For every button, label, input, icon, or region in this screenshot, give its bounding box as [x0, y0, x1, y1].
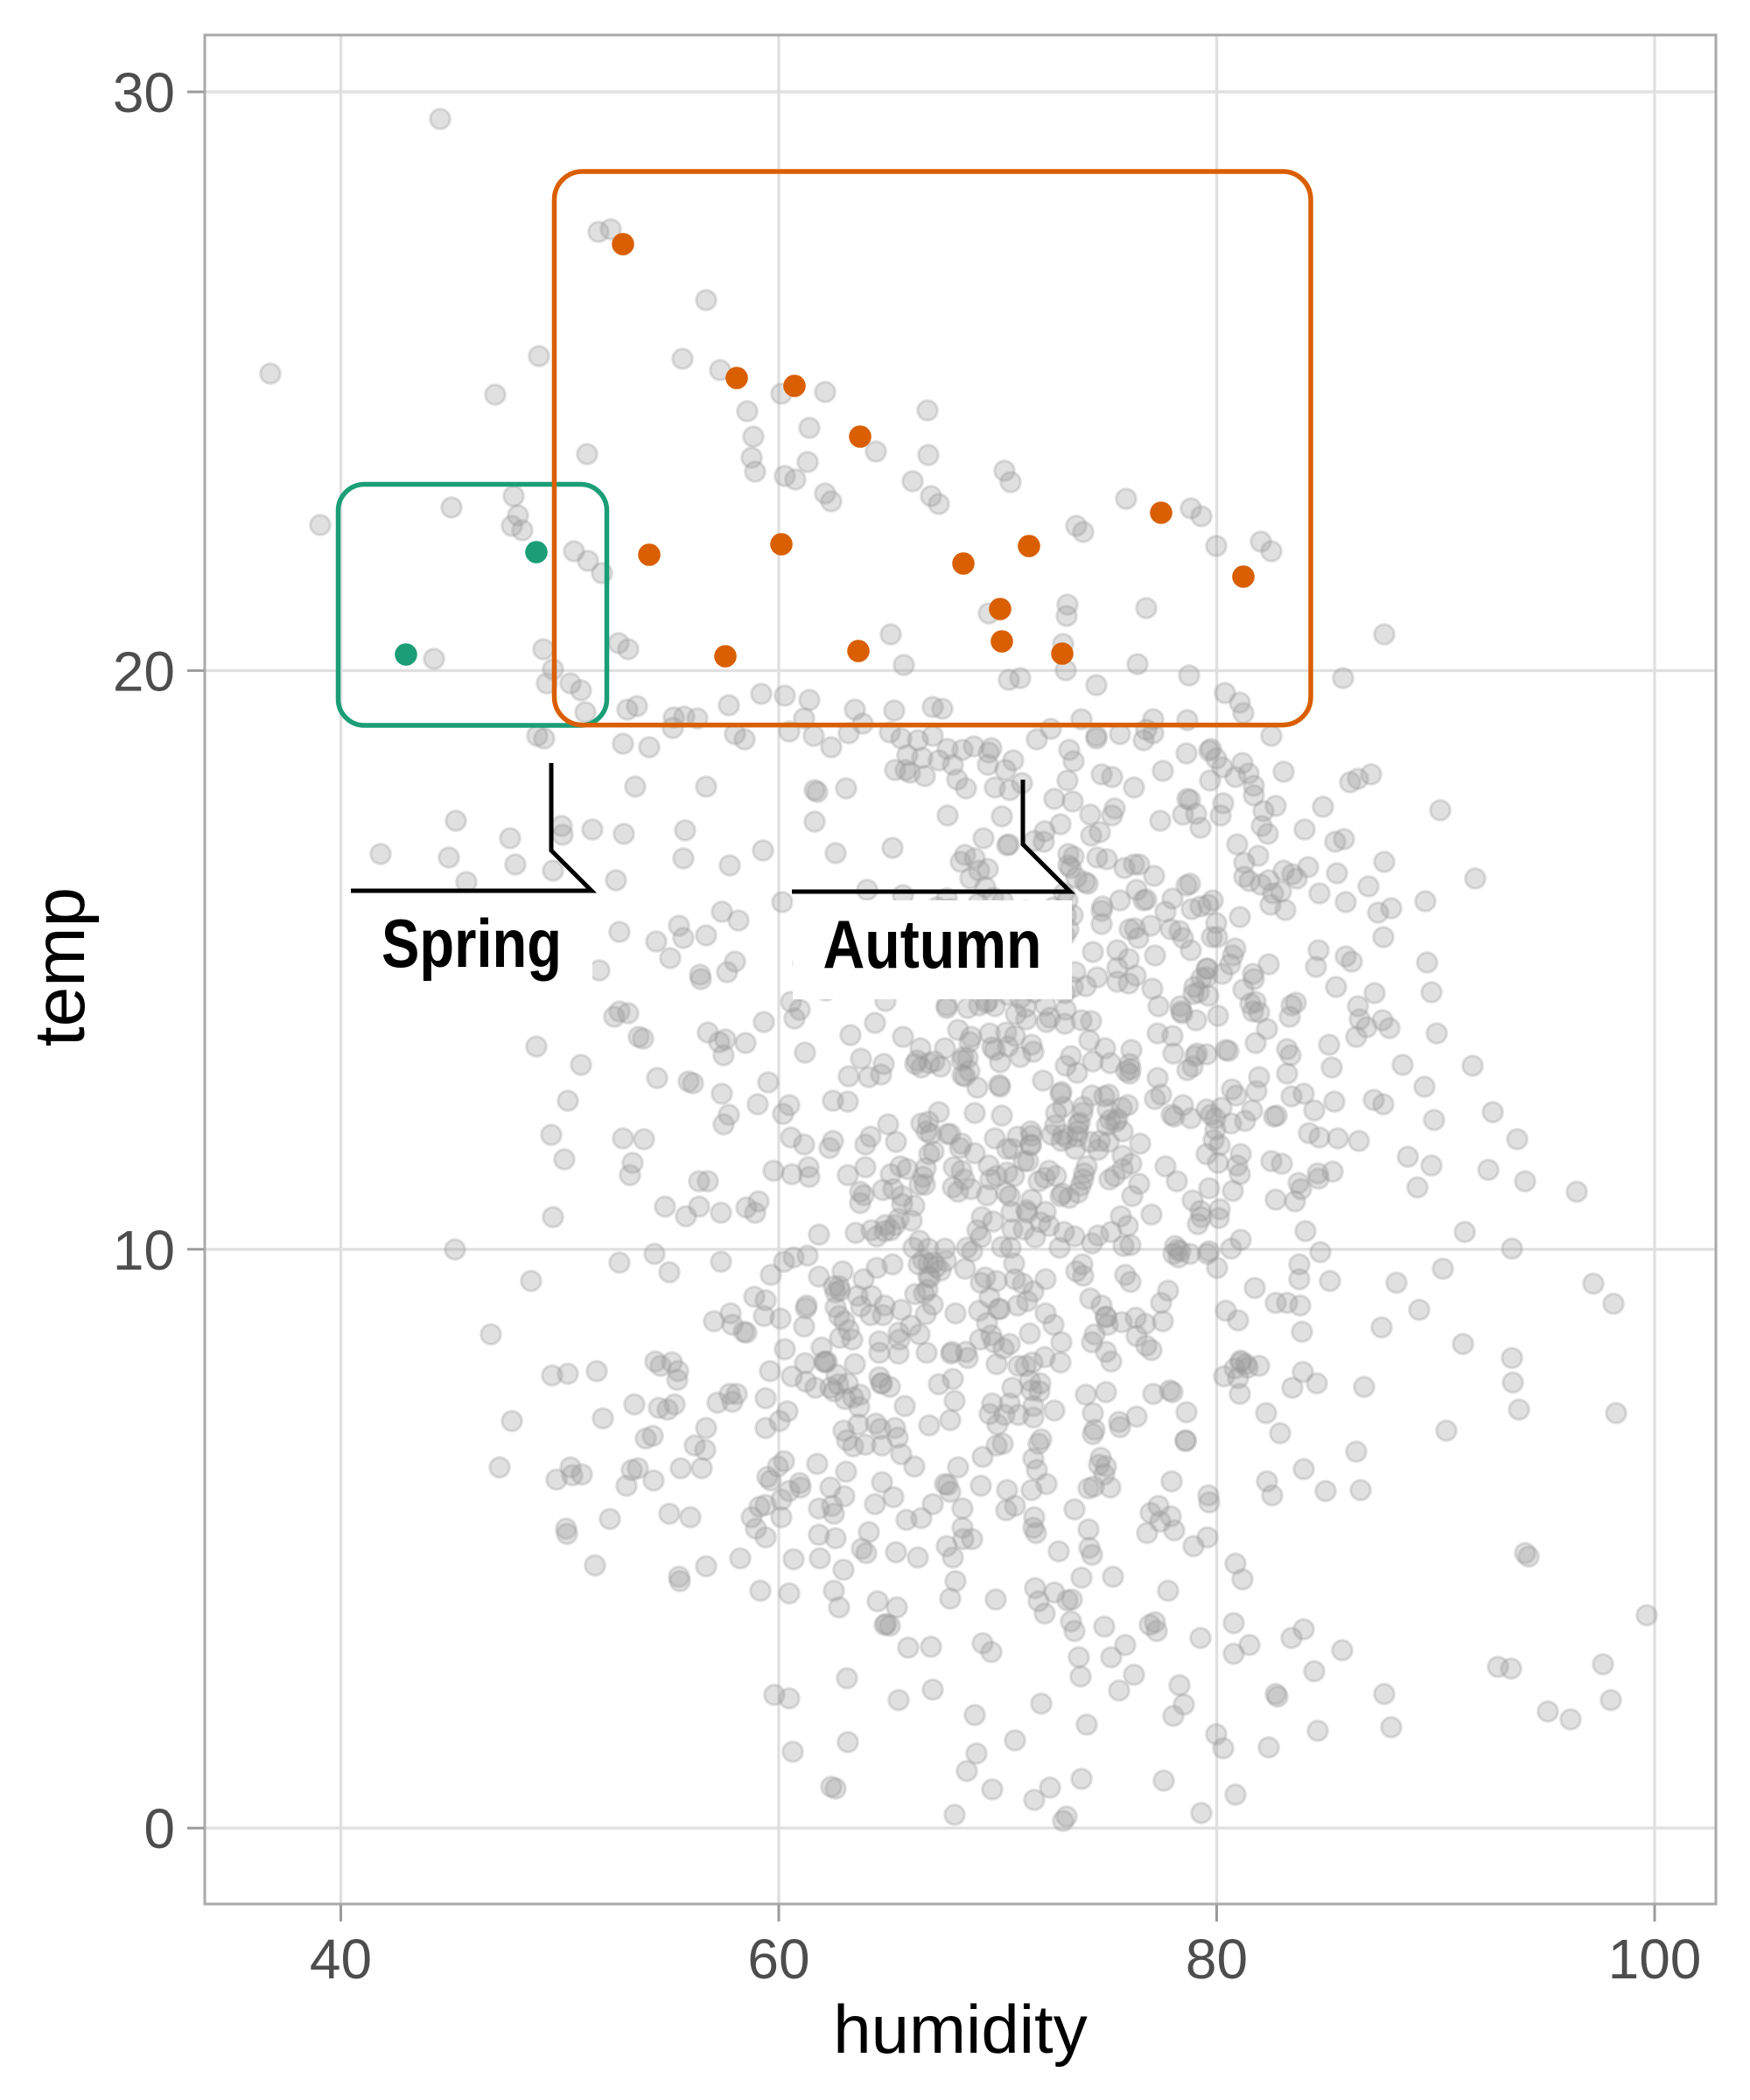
svg-text:20: 20	[113, 640, 175, 703]
svg-text:30: 30	[113, 61, 175, 124]
svg-text:humidity: humidity	[833, 1991, 1087, 2068]
svg-text:100: 100	[1608, 1928, 1702, 1991]
svg-text:10: 10	[113, 1219, 175, 1282]
svg-text:temp: temp	[20, 887, 100, 1046]
svg-text:40: 40	[310, 1928, 372, 1991]
svg-text:0: 0	[144, 1797, 175, 1860]
svg-text:60: 60	[747, 1928, 809, 1991]
svg-text:Spring: Spring	[382, 905, 562, 982]
svg-text:80: 80	[1186, 1928, 1248, 1991]
svg-text:Autumn: Autumn	[823, 906, 1042, 983]
